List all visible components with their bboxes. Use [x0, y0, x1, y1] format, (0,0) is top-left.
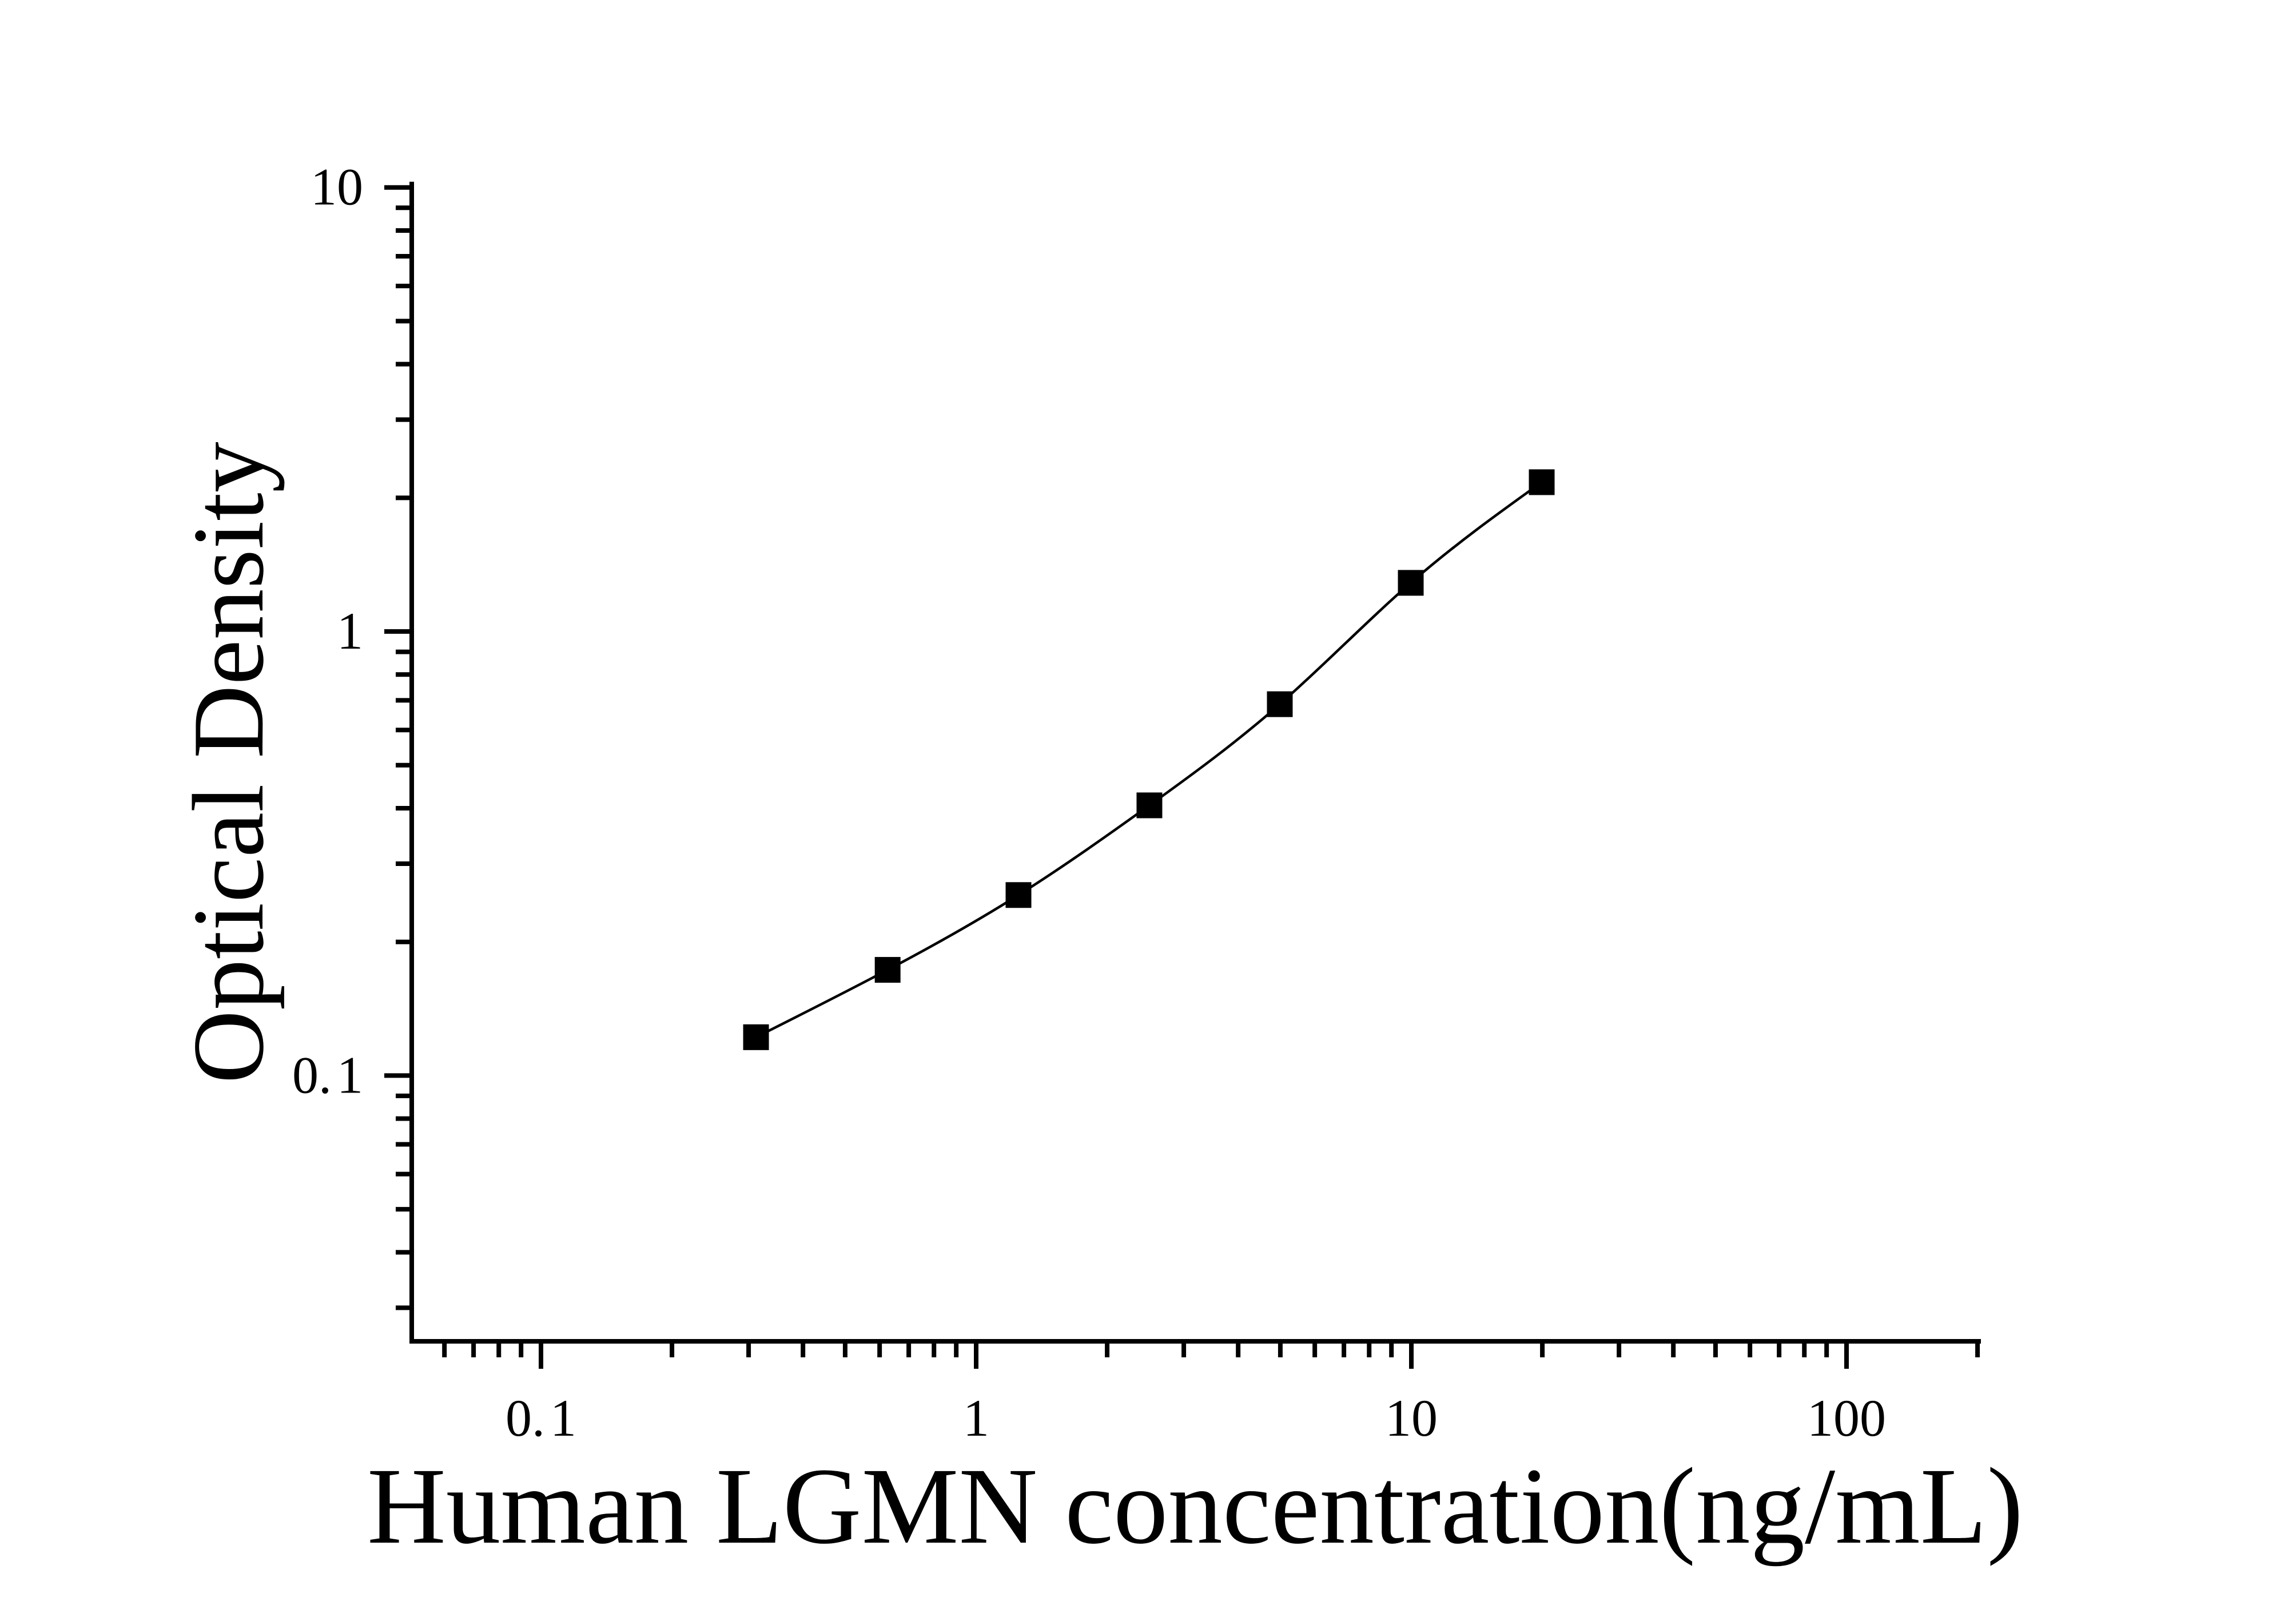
svg-text:10: 10: [311, 158, 363, 216]
svg-text:100: 100: [1807, 1389, 1886, 1447]
svg-text:Optical Density: Optical Density: [172, 442, 285, 1083]
svg-text:Human LGMN concentration(ng/mL: Human LGMN concentration(ng/mL): [367, 1446, 2023, 1567]
svg-text:10: 10: [1385, 1389, 1438, 1447]
svg-text:1: 1: [337, 602, 363, 660]
svg-text:1: 1: [963, 1389, 989, 1447]
svg-text:0.1: 0.1: [506, 1389, 576, 1447]
svg-text:0.1: 0.1: [292, 1046, 363, 1104]
